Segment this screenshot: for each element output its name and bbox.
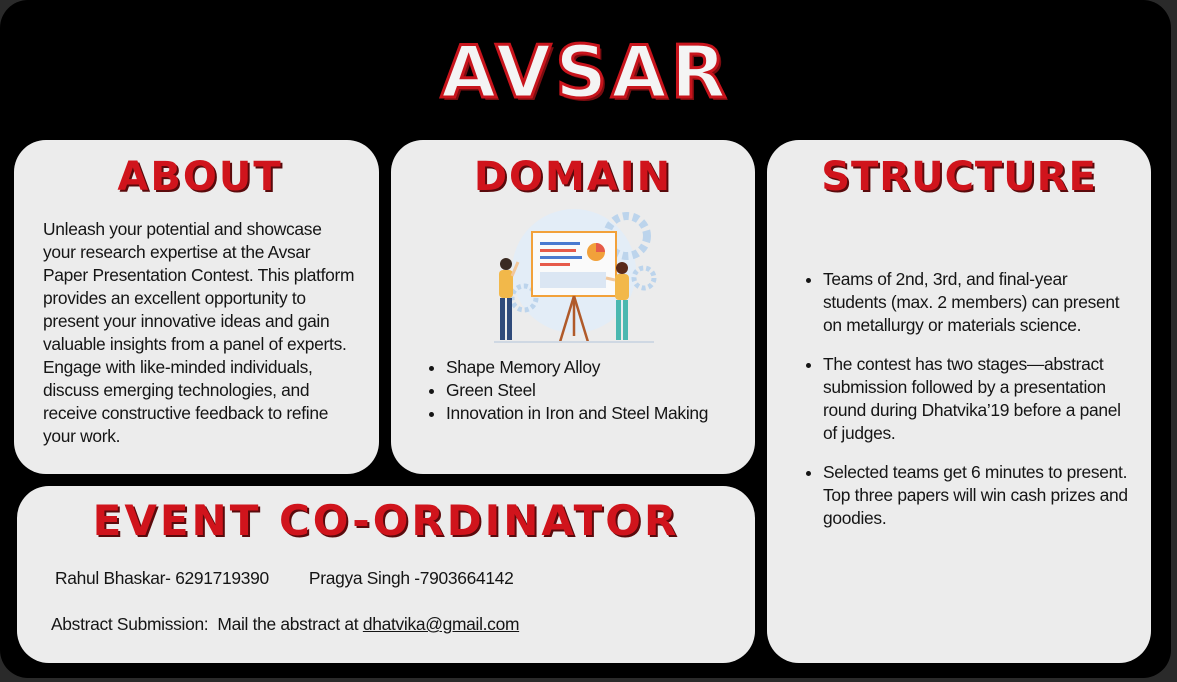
about-heading: ABOUT bbox=[117, 154, 283, 200]
domain-item: Innovation in Iron and Steel Making bbox=[446, 402, 708, 425]
abstract-submission: Abstract Submission: Mail the abstract a… bbox=[51, 614, 519, 635]
coordinator-heading: EVENT CO-ORDINATOR bbox=[92, 496, 680, 545]
abstract-label: Abstract Submission: Mail the abstract a… bbox=[51, 614, 363, 634]
about-text: Unleash your potential and showcase your… bbox=[43, 219, 355, 446]
email-link[interactable]: dhatvika@gmail.com bbox=[362, 614, 520, 634]
presentation-illustration-icon bbox=[494, 209, 657, 343]
domain-heading: DOMAIN bbox=[473, 154, 673, 200]
about-card: ABOUT Unleash your potential and showcas… bbox=[14, 140, 379, 474]
domain-item: Green Steel bbox=[446, 379, 708, 402]
coordinator-contacts: Rahul Bhaskar- 6291719390 Pragya Singh -7… bbox=[55, 568, 514, 589]
contact-pragya: Pragya Singh -7903664142 bbox=[308, 568, 514, 588]
domain-item: Shape Memory Alloy bbox=[446, 356, 708, 379]
contact-rahul: Rahul Bhaskar- 6291719390 bbox=[55, 568, 269, 588]
domain-list: Shape Memory Alloy Green Steel Innovatio… bbox=[429, 356, 708, 425]
structure-card: STRUCTURE Teams of 2nd, 3rd, and final-y… bbox=[767, 140, 1151, 663]
structure-item: Teams of 2nd, 3rd, and final-year studen… bbox=[823, 268, 1131, 337]
event-title: AVSAR bbox=[439, 29, 731, 116]
coordinator-card: EVENT CO-ORDINATOR Rahul Bhaskar- 629171… bbox=[17, 486, 755, 663]
structure-list: Teams of 2nd, 3rd, and final-year studen… bbox=[803, 268, 1131, 530]
structure-heading: STRUCTURE bbox=[821, 154, 1097, 200]
domain-card: DOMAIN bbox=[391, 140, 755, 474]
structure-item: Selected teams get 6 minutes to present.… bbox=[823, 461, 1131, 530]
structure-item: The contest has two stages—abstract subm… bbox=[823, 353, 1131, 445]
